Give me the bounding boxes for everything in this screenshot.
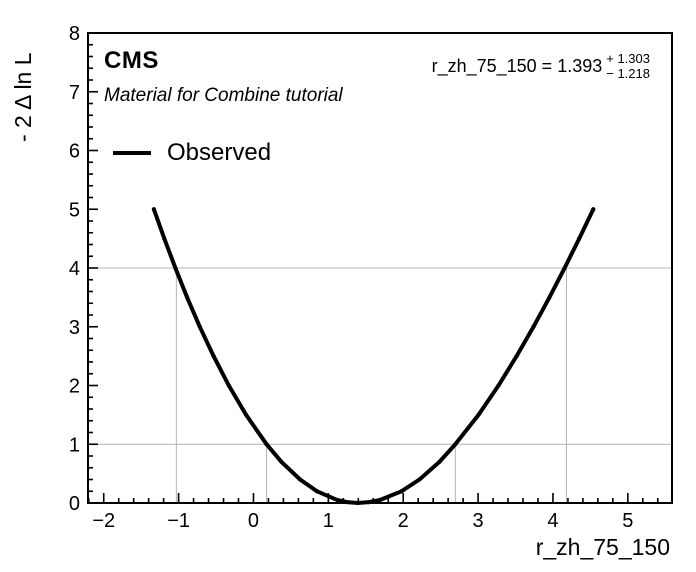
x-axis-title: r_zh_75_150: [535, 534, 670, 560]
scan-point-marker: [279, 459, 284, 464]
scan-point-marker: [496, 383, 501, 388]
y-tick-label: 1: [69, 434, 80, 456]
y-tick-label: 2: [69, 376, 80, 398]
scan-point-marker: [399, 489, 404, 494]
legend-entry-observed: Observed: [167, 139, 272, 166]
scan-point-marker: [355, 500, 360, 506]
scan-point-marker: [298, 477, 303, 482]
fit-result-value: r_zh_75_150 = 1.393: [431, 56, 603, 77]
plot-frame: [87, 32, 673, 504]
scan-point-marker: [151, 207, 156, 212]
scan-point-marker: [162, 236, 167, 241]
scan-point-marker: [185, 295, 190, 300]
y-tick-label: 5: [69, 199, 80, 221]
scan-point-marker: [264, 442, 269, 447]
fit-error-up: + 1.303: [606, 51, 650, 66]
scan-point-marker: [531, 324, 536, 329]
scan-point-marker: [514, 354, 519, 359]
scan-point-marker: [377, 497, 382, 503]
y-tick-label: 4: [69, 258, 80, 280]
fit-result-errors: + 1.303 − 1.218: [606, 51, 650, 82]
scan-point-marker: [197, 324, 202, 329]
scan-point-marker: [476, 412, 481, 417]
x-tick-label: 0: [248, 510, 259, 532]
observed-line-sample-icon: [113, 151, 151, 155]
scan-point-marker: [547, 295, 552, 300]
scan-point-marker: [437, 459, 442, 464]
scan-point-marker: [211, 354, 216, 359]
y-tick-label: 6: [69, 141, 80, 163]
x-tick-label: 4: [547, 510, 558, 532]
x-tick-label: 1: [323, 510, 334, 532]
scan-point-marker: [577, 236, 582, 241]
scan-point-marker: [366, 500, 371, 505]
x-tick-label: −1: [167, 510, 190, 532]
y-tick-label: 0: [69, 493, 80, 515]
y-tick-label: 8: [69, 23, 80, 45]
scan-point-marker: [314, 489, 320, 494]
y-tick-label: 3: [69, 317, 80, 339]
scan-point-marker: [417, 477, 422, 482]
scan-point-marker: [453, 442, 458, 447]
scan-point-marker: [591, 207, 596, 212]
scan-point-marker: [335, 497, 340, 503]
fit-result: r_zh_75_150 = 1.393 + 1.303 − 1.218: [431, 51, 650, 82]
scan-point-marker: [226, 383, 231, 388]
scan-point-marker: [344, 500, 350, 505]
scan-point-marker: [562, 265, 567, 271]
x-tick-label: −2: [92, 510, 115, 532]
x-tick-label: 2: [398, 510, 409, 532]
y-tick-label: 7: [69, 82, 80, 104]
x-tick-label: 5: [622, 510, 633, 532]
y-axis-title: - 2 Δ ln L: [10, 52, 36, 142]
x-tick-label: 3: [473, 510, 484, 532]
legend: Observed: [113, 139, 271, 167]
observed-curve: [151, 207, 596, 505]
fit-error-down: − 1.218: [606, 65, 650, 81]
scan-point-marker: [173, 265, 178, 271]
cms-label: CMS: [104, 47, 159, 74]
plot-subtitle: Material for Combine tutorial: [104, 85, 343, 106]
scan-point-marker: [243, 412, 249, 417]
